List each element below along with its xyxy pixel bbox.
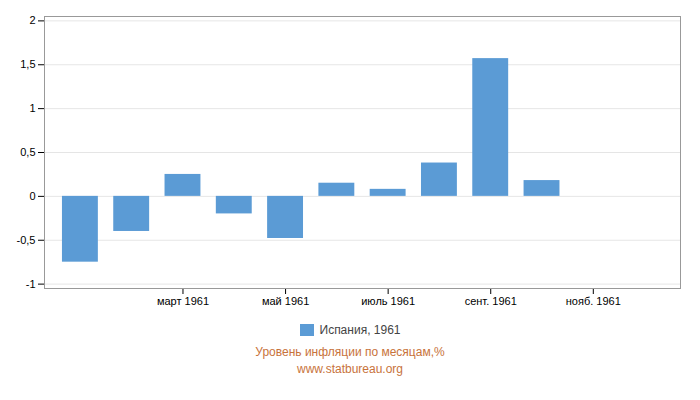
svg-text:май 1961: май 1961 [262,295,309,307]
svg-text:-0,5: -0,5 [17,234,36,246]
html-text:Испания, 1961: Испания, 1961 [319,323,401,337]
svg-text:-1: -1 [26,278,36,290]
svg-text:0: 0 [29,190,35,202]
svg-text:1: 1 [29,102,35,114]
svg-text:2: 2 [29,14,35,26]
svg-text:нояб. 1961: нояб. 1961 [566,295,621,307]
svg-text:март 1961: март 1961 [157,295,209,307]
svg-text:сент. 1961: сент. 1961 [465,295,517,307]
svg-text:июль 1961: июль 1961 [361,295,415,307]
svg-text:1,5: 1,5 [20,58,35,70]
svg-text:0,5: 0,5 [20,146,35,158]
html-text:www.statbureau.org: www.statbureau.org [297,362,403,376]
html-text:Уровень инфляции по месяцам,%: Уровень инфляции по месяцам,% [255,345,445,359]
